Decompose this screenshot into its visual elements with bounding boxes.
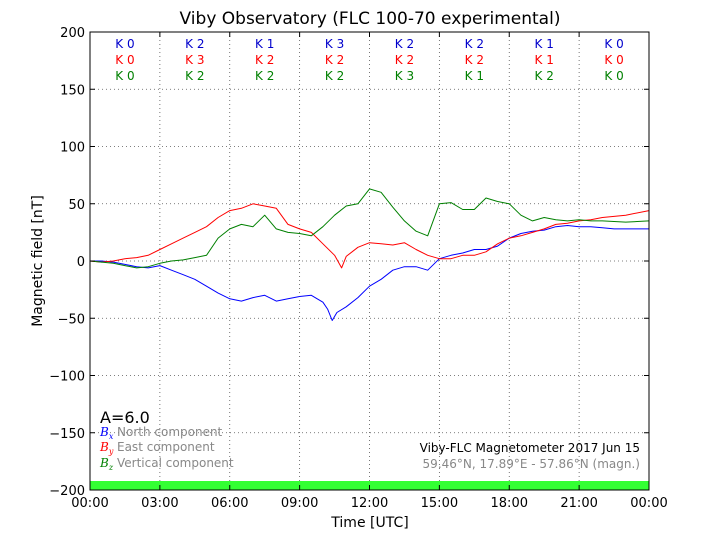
legend-symbol: Bz <box>99 456 114 472</box>
k-index-value: K 0 <box>115 37 134 51</box>
y-tick-label: −50 <box>58 312 85 327</box>
k-index-value: K 0 <box>115 53 134 67</box>
x-tick-label: 03:00 <box>141 496 178 511</box>
legend-symbol: By <box>99 440 114 456</box>
k-index-value: K 2 <box>395 37 414 51</box>
k-index-value: K 0 <box>115 69 134 83</box>
k-index-value: K 2 <box>185 37 204 51</box>
x-tick-label: 15:00 <box>421 496 458 511</box>
k-index-value: K 1 <box>255 37 274 51</box>
legend-symbol: Bx <box>99 425 114 441</box>
x-tick-label: 06:00 <box>211 496 248 511</box>
k-index-value: K 3 <box>185 53 204 67</box>
k-index-table: K 0 K 2 K 1 K 3 K 2 K 2 K 1 K 0 K 0 K 3 K 2 K 2 K 2 K… <box>115 37 623 83</box>
y-tick-label: −150 <box>49 427 85 442</box>
series-lines <box>89 188 650 321</box>
x-axis-label: Time [UTC] <box>330 515 408 531</box>
y-tick-label: 150 <box>60 83 85 98</box>
x-tick-label: 00:00 <box>630 496 667 511</box>
k-index-value: K 1 <box>465 69 484 83</box>
y-tick-label: 0 <box>77 255 85 270</box>
y-tick-labels: 200 150 100 50 0 −50 −100 −150 −200 <box>49 26 85 499</box>
k-index-value: K 2 <box>325 53 344 67</box>
axis-ticks <box>89 31 650 491</box>
chart-title: Viby Observatory (FLC 100-70 experimenta… <box>180 9 561 29</box>
series-line-bz <box>89 188 650 269</box>
k-index-value: K 3 <box>325 37 344 51</box>
magnetometer-info: Viby-FLC Magnetometer 2017 Jun 15 <box>420 441 640 455</box>
y-tick-label: 100 <box>60 141 85 156</box>
k-index-value: K 2 <box>255 53 274 67</box>
legend-label: North component <box>117 425 223 439</box>
y-tick-label: −200 <box>49 484 85 499</box>
x-tick-label: 00:00 <box>71 496 108 511</box>
k-index-value: K 1 <box>535 53 554 67</box>
k-index-value: K 2 <box>465 37 484 51</box>
x-tick-label: 09:00 <box>281 496 318 511</box>
y-tick-label: 200 <box>60 26 85 41</box>
k-index-value: K 0 <box>604 37 623 51</box>
x-tick-label: 21:00 <box>560 496 597 511</box>
k-index-value: K 2 <box>395 53 414 67</box>
grid-lines <box>90 32 649 490</box>
x-tick-label: 12:00 <box>351 496 388 511</box>
k-index-value: K 2 <box>325 69 344 83</box>
series-line-by <box>89 203 650 269</box>
y-tick-label: 50 <box>68 198 85 213</box>
k-index-value: K 0 <box>604 53 623 67</box>
k-index-value: K 2 <box>185 69 204 83</box>
y-tick-label: −100 <box>49 370 85 385</box>
k-index-value: K 3 <box>395 69 414 83</box>
k-index-value: K 1 <box>535 37 554 51</box>
location-info: 59.46°N, 17.89°E - 57.86°N (magn.) <box>423 457 640 471</box>
x-tick-labels: 00:00 03:00 06:00 09:00 12:00 15:00 18:00 21:00… <box>71 496 667 511</box>
k-index-value: K 0 <box>604 69 623 83</box>
series-line-bx <box>90 225 649 321</box>
k-index-value: K 2 <box>465 53 484 67</box>
legend-label: Vertical component <box>117 456 234 470</box>
legend-label: East component <box>117 440 215 454</box>
k-index-value: K 2 <box>255 69 274 83</box>
y-axis-label: Magnetic field [nT] <box>30 195 46 327</box>
k-index-value: K 2 <box>535 69 554 83</box>
a-index-label: A=6.0 <box>100 408 150 427</box>
x-tick-label: 18:00 <box>491 496 528 511</box>
